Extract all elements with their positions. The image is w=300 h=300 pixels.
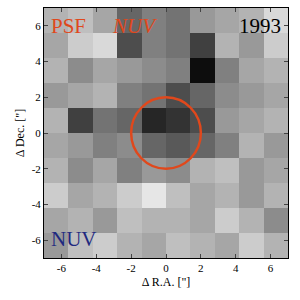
svg-text:4: 4 — [35, 55, 41, 67]
svg-text:NUV: NUV — [112, 14, 157, 38]
svg-text:-6: -6 — [32, 234, 42, 246]
svg-text:4: 4 — [233, 262, 239, 274]
svg-text:2: 2 — [35, 91, 41, 103]
svg-text:1993: 1993 — [239, 14, 281, 38]
svg-text:-2: -2 — [127, 262, 136, 274]
svg-text:-2: -2 — [32, 163, 41, 175]
svg-text:6: 6 — [268, 262, 274, 274]
svg-text:Δ R.A. ["]: Δ R.A. ["] — [142, 275, 191, 289]
svg-text:Δ Dec. ["]: Δ Dec. ["] — [13, 109, 27, 157]
svg-text:6: 6 — [35, 20, 41, 32]
svg-text:-4: -4 — [92, 262, 102, 274]
svg-text:0: 0 — [163, 262, 169, 274]
svg-text:0: 0 — [35, 127, 41, 139]
svg-text:NUV: NUV — [51, 227, 97, 251]
svg-text:2: 2 — [198, 262, 204, 274]
svg-text:PSF: PSF — [51, 14, 86, 38]
svg-text:-4: -4 — [32, 198, 42, 210]
svg-text:-6: -6 — [57, 262, 67, 274]
